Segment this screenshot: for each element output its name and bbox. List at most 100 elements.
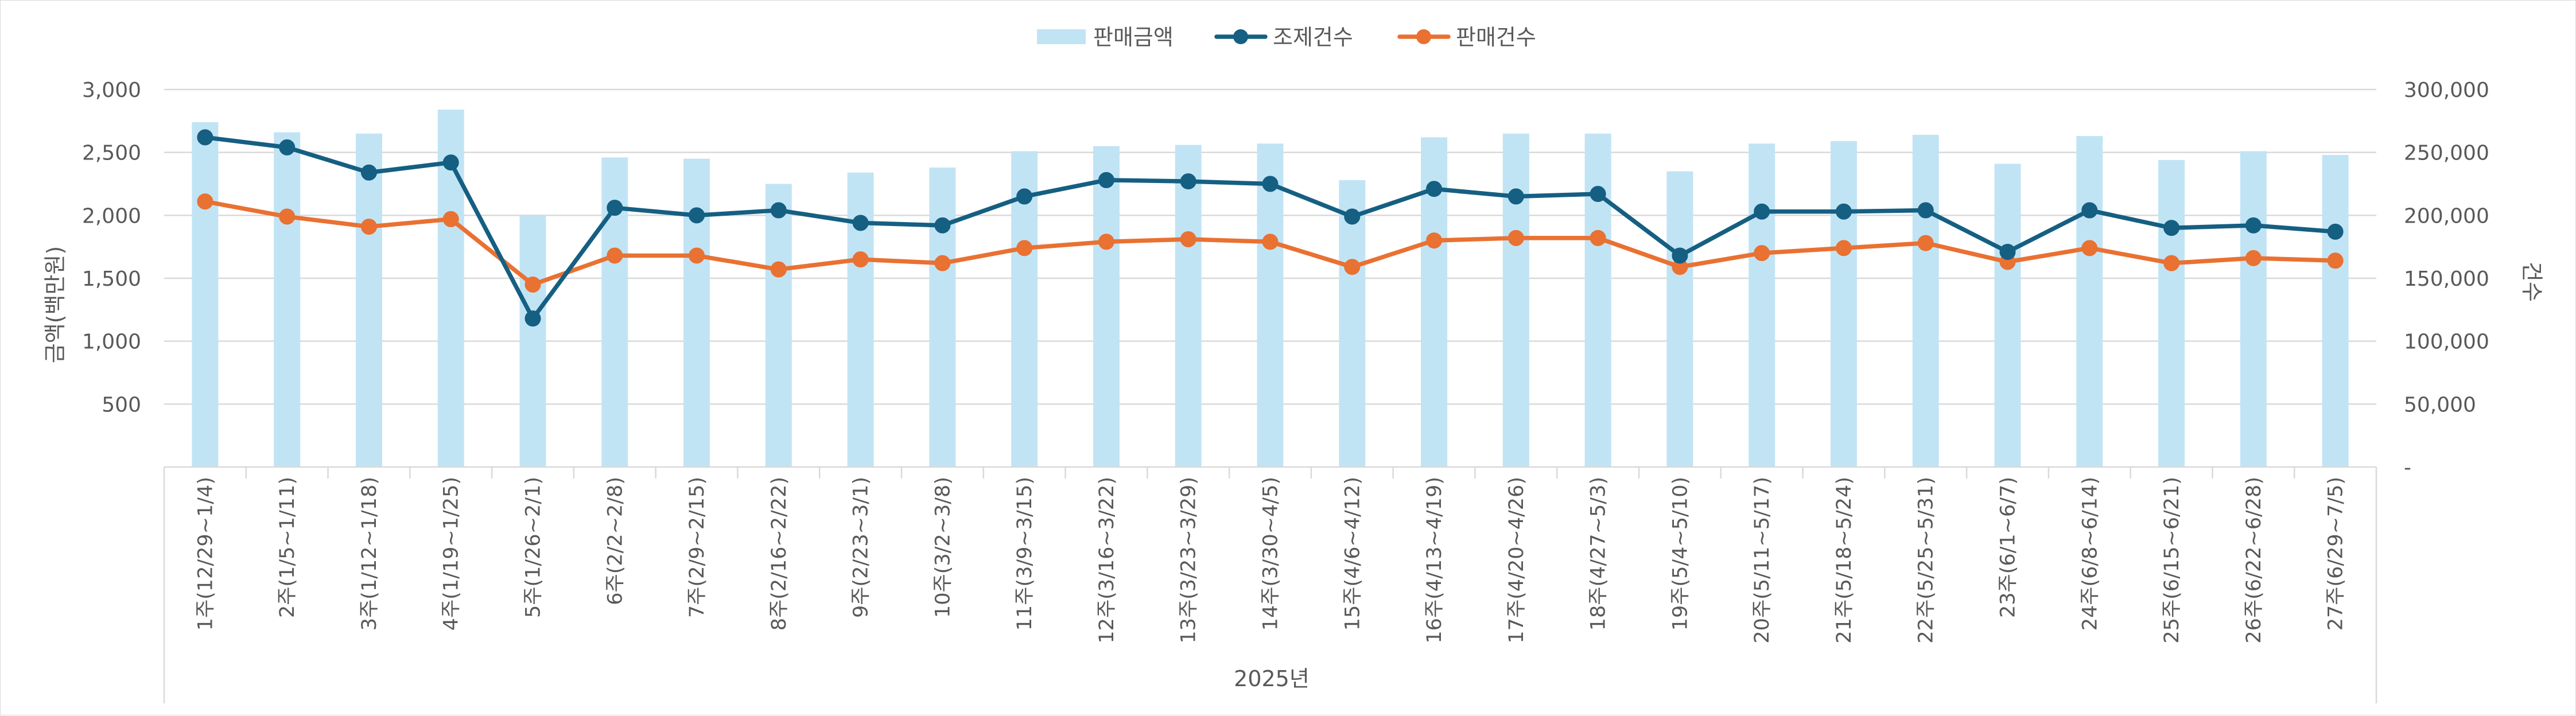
data-point	[279, 139, 296, 155]
left-tick-label: 500	[102, 393, 141, 417]
x-tick-label: 23주(6/1~6/7)	[1997, 477, 2020, 618]
right-tick-label: -	[2404, 456, 2411, 480]
legend-swatch-bar	[1037, 29, 1086, 44]
x-tick-label: 26주(6/22~6/28)	[2243, 477, 2266, 644]
x-tick-label: 14주(3/30~4/5)	[1260, 477, 1283, 631]
data-point	[607, 247, 623, 264]
left-axis: 500 1,000 1,500 2,000 2,500 3,000	[82, 79, 141, 417]
chart-legend: 판매금액 조제건수 판매건수	[1037, 25, 1536, 50]
bar	[1584, 133, 1611, 467]
x-tick-label: 5주(1/26~2/1)	[522, 477, 545, 618]
x-tick-label: 19주(5/4~5/10)	[1669, 477, 1692, 631]
left-tick-label: 2,500	[82, 142, 141, 165]
data-point	[852, 251, 869, 268]
data-point	[1590, 229, 1606, 246]
bar	[2322, 155, 2349, 467]
data-point	[1507, 229, 1524, 246]
x-tick-label: 15주(4/6~4/12)	[1341, 477, 1364, 631]
x-tick-label: 12주(3/16~3/22)	[1095, 477, 1118, 644]
left-tick-label: 1,000	[82, 330, 141, 354]
x-tick-label: 8주(2/16~2/22)	[768, 477, 791, 631]
bar	[683, 158, 710, 468]
bar	[1257, 143, 1284, 467]
bar	[2076, 136, 2103, 468]
x-tick-label: 17주(4/20~4/26)	[1505, 477, 1528, 644]
x-tick-label: 25주(6/15~6/21)	[2161, 477, 2183, 644]
legend-swatch-marker	[1416, 29, 1431, 44]
bar	[1093, 146, 1120, 467]
x-tick-label: 27주(6/29~7/5)	[2325, 477, 2348, 631]
data-point	[2327, 252, 2344, 269]
bar	[1830, 141, 1857, 468]
right-tick-label: 50,000	[2404, 393, 2476, 417]
x-tick-label: 22주(5/25~5/31)	[1915, 477, 1938, 644]
bar	[2158, 159, 2185, 467]
bar	[929, 167, 956, 467]
data-point	[2245, 217, 2262, 234]
right-tick-label: 150,000	[2404, 267, 2489, 291]
legend-label: 판매건수	[1456, 25, 1536, 50]
data-point	[1426, 232, 1443, 249]
x-tick-label: 11주(3/9~3/15)	[1013, 477, 1036, 631]
left-tick-label: 3,000	[82, 79, 141, 102]
legend-label: 조제건수	[1273, 25, 1353, 50]
legend-swatch-marker	[1233, 29, 1248, 44]
bar	[765, 184, 792, 467]
data-point	[1672, 247, 1688, 264]
data-point	[1180, 173, 1196, 190]
right-axis-title: 건수	[2519, 262, 2544, 302]
legend-label: 판매금액	[1093, 25, 1174, 50]
data-point	[1999, 243, 2016, 260]
bar	[519, 215, 546, 467]
data-point	[2245, 250, 2262, 266]
x-tick-label: 6주(2/2~2/8)	[604, 477, 627, 605]
data-point	[1098, 172, 1114, 188]
data-point	[1016, 188, 1033, 205]
x-tick-label: 16주(4/13~4/19)	[1423, 477, 1446, 644]
data-point	[1262, 234, 1279, 250]
data-point	[770, 202, 787, 219]
bar	[1175, 145, 1202, 468]
x-tick-label: 2주(1/5~1/11)	[276, 477, 299, 618]
right-tick-label: 200,000	[2404, 204, 2489, 228]
line-series-prescription-count	[197, 129, 2344, 327]
data-point	[197, 129, 213, 146]
data-point	[2081, 202, 2098, 219]
bar	[355, 133, 382, 467]
data-point	[360, 219, 377, 235]
data-point	[1507, 188, 1524, 205]
right-axis: - 50,000 100,000 150,000 200,000 250,000 300,0…	[2404, 79, 2489, 480]
data-point	[524, 310, 541, 327]
data-point	[1344, 259, 1361, 275]
bar	[274, 132, 301, 467]
data-point	[852, 215, 869, 231]
right-tick-label: 100,000	[2404, 330, 2489, 354]
data-point	[1180, 231, 1196, 248]
data-point	[524, 276, 541, 293]
line-series	[197, 129, 2344, 327]
x-tick-label: 20주(5/11~5/17)	[1751, 477, 1774, 644]
data-point	[1754, 245, 1770, 262]
x-tick-label: 3주(1/12~1/18)	[358, 477, 381, 631]
data-point	[934, 217, 951, 234]
x-tick-label: 1주(12/29~1/4)	[194, 477, 217, 631]
data-point	[1426, 181, 1443, 197]
data-point	[1917, 202, 1934, 219]
data-point	[197, 193, 213, 210]
x-tick-label: 13주(3/23~3/29)	[1178, 477, 1200, 644]
data-point	[1917, 235, 1934, 251]
left-tick-label: 2,000	[82, 204, 141, 228]
line-series-sales-count	[197, 193, 2344, 293]
data-point	[442, 211, 459, 227]
data-point	[279, 208, 296, 225]
data-point	[689, 207, 705, 224]
right-tick-label: 250,000	[2404, 142, 2489, 165]
left-axis-title: 금액(백만원)	[42, 246, 68, 363]
data-point	[442, 154, 459, 171]
bar	[1502, 133, 1529, 467]
data-point	[689, 247, 705, 264]
right-tick-label: 300,000	[2404, 79, 2489, 102]
x-tick-label: 18주(4/27~5/3)	[1587, 477, 1610, 631]
